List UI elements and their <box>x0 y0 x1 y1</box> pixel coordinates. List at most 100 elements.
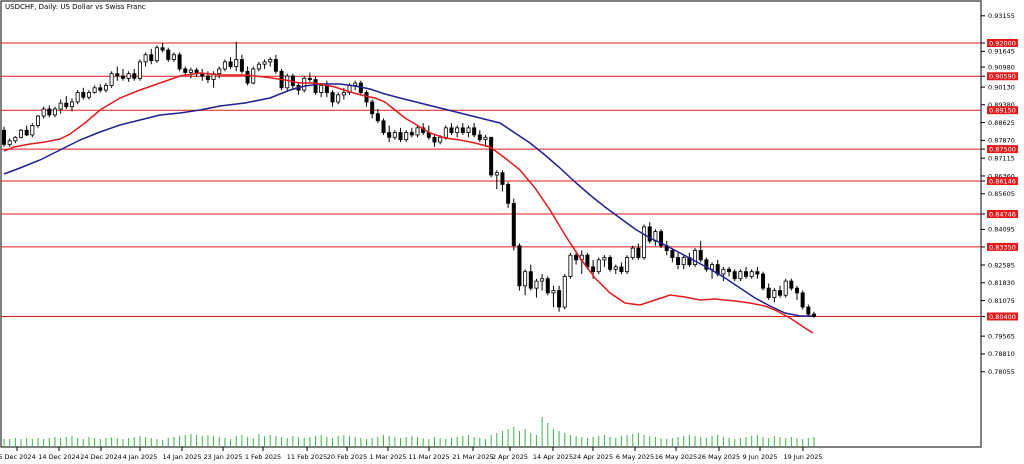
level-badge-label: 0.86146 <box>989 177 1016 185</box>
candle-body <box>681 257 686 266</box>
candle-body <box>86 92 91 98</box>
candle-body <box>341 92 346 96</box>
candle-body <box>795 287 800 294</box>
x-tick-label: 14 Dec 2024 <box>38 453 80 461</box>
candle-body <box>166 49 171 60</box>
x-tick-label: 14 Apr 2025 <box>533 453 573 461</box>
level-badge <box>987 72 1018 81</box>
x-tick-label: 24 Dec 2024 <box>80 453 122 461</box>
candle-body <box>574 254 579 261</box>
candle-body <box>647 226 652 242</box>
candle-body <box>64 102 69 108</box>
candle-body <box>268 59 273 63</box>
y-tick-label: 0.85605 <box>988 190 1015 198</box>
candle-body <box>749 271 754 277</box>
candle-body <box>7 140 12 145</box>
candle-body <box>228 61 233 67</box>
candle-body <box>710 264 715 270</box>
candle-body <box>534 280 539 289</box>
candle-body <box>217 68 222 75</box>
candle-body <box>489 136 494 176</box>
x-tick-label: 11 Mar 2025 <box>408 453 449 461</box>
slow-moving-average-line <box>3 83 812 317</box>
y-tick-label: 0.81075 <box>988 297 1015 305</box>
candle-body <box>330 92 335 103</box>
candle-body <box>398 132 403 141</box>
candle-body <box>540 278 545 282</box>
candle-body <box>551 290 556 294</box>
level-badge <box>987 39 1018 48</box>
candle-body <box>409 132 414 136</box>
y-tick-label: 0.82585 <box>988 261 1015 269</box>
candle-body <box>273 59 278 72</box>
candle-body <box>466 127 471 133</box>
candle-body <box>324 85 329 93</box>
y-tick-label: 0.89380 <box>988 101 1015 109</box>
candle-body <box>285 75 290 89</box>
candle-body <box>778 290 783 296</box>
candle-body <box>443 127 448 138</box>
candle-body <box>262 61 267 65</box>
candle-body <box>143 54 148 63</box>
candle-body <box>704 259 709 270</box>
candle-body <box>13 136 18 142</box>
candlesticks <box>2 41 817 318</box>
candle-body <box>381 120 386 133</box>
candle-body <box>483 136 488 141</box>
x-tick-label: 9 Jun 2025 <box>743 453 778 461</box>
candle-body <box>41 108 46 117</box>
candle-body <box>35 115 40 126</box>
candle-body <box>336 94 341 103</box>
candle-body <box>313 79 318 93</box>
candle-body <box>511 202 516 247</box>
y-tick-label: 0.87870 <box>988 137 1015 145</box>
x-tick-label: 19 Jun 2025 <box>783 453 822 461</box>
candle-body <box>69 101 74 108</box>
level-badge <box>987 242 1018 251</box>
x-tick-label: 11 Feb 2025 <box>287 453 327 461</box>
candle-body <box>806 306 811 315</box>
y-tick-label: 0.86360 <box>988 172 1015 180</box>
candle-body <box>545 278 550 294</box>
candle-body <box>693 250 698 266</box>
candle-body <box>523 271 528 287</box>
x-tick-label: 16 May 2025 <box>655 453 697 461</box>
level-badge-label: 0.84746 <box>989 210 1016 218</box>
candle-body <box>370 101 375 115</box>
candle-body <box>222 61 227 70</box>
candle-body <box>670 250 675 258</box>
candle-body <box>642 226 647 258</box>
y-tick-label: 0.91645 <box>988 48 1015 56</box>
candle-body <box>2 129 7 145</box>
candle-body <box>98 87 103 91</box>
candle-body <box>727 268 732 273</box>
level-badge <box>987 106 1018 115</box>
candle-body <box>392 132 397 138</box>
level-badge <box>987 210 1018 219</box>
level-badge-label: 0.89150 <box>989 107 1016 115</box>
candle-body <box>132 73 137 79</box>
candle-body <box>636 247 641 258</box>
x-tick-label: 1 Feb 2025 <box>245 453 281 461</box>
candle-body <box>755 271 760 275</box>
level-badge <box>987 312 1018 321</box>
candle-body <box>307 77 312 80</box>
candle-body <box>81 92 86 98</box>
candle-body <box>562 275 567 308</box>
candle-body <box>58 102 63 110</box>
candle-body <box>783 280 788 296</box>
volume-bars <box>3 417 815 447</box>
candle-body <box>18 129 23 138</box>
candle-body <box>613 266 618 270</box>
candle-body <box>789 280 794 289</box>
x-tick-label: 4 Jan 2025 <box>123 453 158 461</box>
candle-body <box>103 85 108 91</box>
candle-body <box>432 136 437 143</box>
y-axis: 0.93155 0.91645 0.90980 0.90130 0.89380 0.886… <box>981 12 1015 376</box>
y-tick-label: 0.78055 <box>988 368 1015 376</box>
level-badge-label: 0.83350 <box>989 243 1016 251</box>
candle-body <box>698 250 703 261</box>
level-badges: 0.92000 0.90590 0.89150 0.87500 0.86146 0.847… <box>987 39 1018 321</box>
